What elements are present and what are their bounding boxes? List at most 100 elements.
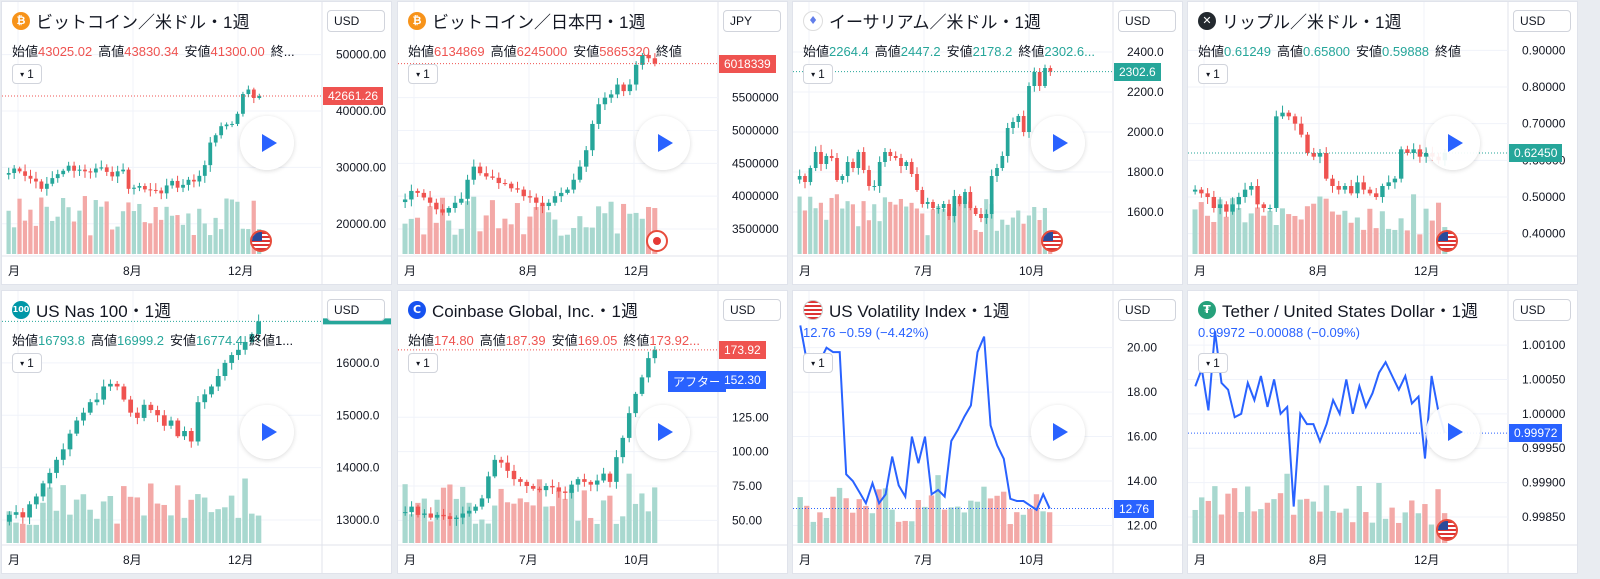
- symbol-title: US Volatility Index・1週: [829, 302, 1010, 321]
- volume-bar: [1428, 524, 1435, 543]
- volume-bar: [546, 212, 552, 254]
- interval-button[interactable]: ▾ 1: [408, 64, 438, 84]
- candle-body: [61, 170, 66, 175]
- volume-bar: [989, 204, 994, 254]
- volume-bar: [202, 223, 207, 254]
- play-icon[interactable]: [636, 405, 690, 459]
- play-icon[interactable]: [1031, 116, 1085, 170]
- y-tick-label: 2200.0: [1127, 85, 1164, 99]
- candle-body: [867, 170, 871, 186]
- play-icon[interactable]: [636, 116, 690, 170]
- symbol-title: ビットコイン／日本円・1週: [432, 13, 646, 32]
- ohlc-value: 6245000: [516, 44, 568, 59]
- volume-bar: [33, 225, 38, 254]
- currency-selector[interactable]: USD: [1118, 10, 1176, 32]
- volume-bar: [1010, 217, 1015, 254]
- chart-panel[interactable]: 5500000 5000000 4500000 4000000 3500000 月 8月 12…: [397, 1, 788, 285]
- candle-body: [537, 488, 542, 491]
- chart-title[interactable]: ₮ Tether / United States Dollar・1週: [1198, 297, 1478, 322]
- ohlc-label: 安値: [1356, 44, 1383, 59]
- candle-body: [1021, 116, 1026, 132]
- candle-body: [81, 412, 86, 421]
- candle-body: [1305, 134, 1310, 153]
- currency-selector[interactable]: JPY: [723, 10, 781, 32]
- chart-title[interactable]: ₿ ビットコイン／米ドル・1週: [12, 8, 249, 33]
- volume-bar: [28, 209, 33, 254]
- interval-button[interactable]: ▾ 1: [12, 353, 42, 373]
- volume-bar: [1046, 512, 1053, 543]
- volume-bar: [1192, 509, 1198, 543]
- volume-bar: [164, 206, 169, 254]
- volume-bar: [427, 206, 433, 254]
- interval-button[interactable]: ▾ 1: [803, 64, 833, 84]
- volume-bar: [626, 473, 632, 543]
- candle-body: [54, 459, 59, 473]
- play-icon[interactable]: [240, 116, 294, 170]
- candle-body: [415, 190, 420, 193]
- chart-title[interactable]: ₿ ビットコイン／日本円・1週: [408, 8, 645, 33]
- chart-panel[interactable]: 1.00100 1.00050 1.00000 0.99950 0.99900 0.998…: [1187, 290, 1578, 574]
- y-tick-label: 3500000: [732, 222, 779, 236]
- currency-selector[interactable]: USD: [723, 299, 781, 321]
- currency-selector[interactable]: USD: [327, 10, 385, 32]
- volume-bar: [148, 223, 153, 254]
- volume-bar: [1007, 524, 1013, 543]
- us-flag-icon: [250, 230, 272, 252]
- volume-bar: [1392, 229, 1398, 254]
- volume-bar: [1389, 507, 1395, 543]
- candle-body: [1267, 208, 1273, 209]
- y-tick-label: 15000.0: [336, 408, 380, 422]
- play-icon[interactable]: [1426, 405, 1480, 459]
- chart-panel[interactable]: 20.00 18.00 16.00 14.00 12.00 月 7月 10月 US Volati…: [792, 290, 1183, 574]
- volume-bar: [446, 220, 452, 254]
- candle-body: [511, 470, 517, 480]
- chart-title[interactable]: C Coinbase Global, Inc.・1週: [408, 297, 638, 322]
- currency-selector[interactable]: USD: [1118, 299, 1176, 321]
- candle-body: [1405, 149, 1410, 153]
- x-tick-label: 12月: [228, 264, 253, 278]
- volume-bar: [77, 210, 82, 254]
- volume-bar: [581, 490, 587, 543]
- volume-bar: [948, 507, 954, 543]
- volume-bar: [1273, 225, 1279, 254]
- chart-title[interactable]: ♦ イーサリアム／米ドル・1週: [803, 8, 1041, 33]
- y-tick-label: 18.00: [1127, 385, 1157, 399]
- y-tick-label: 50.00: [732, 513, 762, 527]
- currency-selector[interactable]: USD: [327, 299, 385, 321]
- interval-button[interactable]: ▾ 1: [12, 64, 42, 84]
- volume-bar: [1343, 508, 1349, 543]
- chart-title[interactable]: ✕ リップル／米ドル・1週: [1198, 8, 1401, 33]
- chevron-down-icon: ▾: [416, 69, 421, 79]
- chart-title[interactable]: 100 US Nas 100・1週: [12, 297, 171, 322]
- ohlc-value: 43830.34: [124, 44, 179, 59]
- candle-body: [440, 209, 445, 213]
- interval-button[interactable]: ▾ 1: [1198, 64, 1228, 84]
- play-icon[interactable]: [1031, 405, 1085, 459]
- interval-button[interactable]: ▾ 1: [1198, 353, 1228, 373]
- volume-bar: [50, 220, 55, 254]
- interval-label: 1: [818, 356, 825, 370]
- candle-body: [195, 402, 201, 442]
- chart-panel[interactable]: 125.00 100.00 75.00 50.00 月 7月 10月 C Coinbase Gl…: [397, 290, 788, 574]
- x-tick-label: 月: [1194, 553, 1206, 567]
- x-tick-label: 月: [799, 264, 811, 278]
- currency-selector[interactable]: USD: [1513, 10, 1571, 32]
- chart-panel[interactable]: 16000.0 15000.0 14000.0 13000.0 月 8月 12月 100 US …: [1, 290, 392, 574]
- candle-body: [115, 171, 120, 177]
- ohlc-label: 高値: [874, 44, 901, 59]
- candle-body: [121, 386, 127, 400]
- play-icon[interactable]: [240, 405, 294, 459]
- currency-selector[interactable]: USD: [1513, 299, 1571, 321]
- chart-panel[interactable]: 50000.00 40000.00 30000.00 20000.00 月 8月 12月 ₿ ビ…: [1, 1, 392, 285]
- candle-body: [877, 162, 882, 186]
- volume-bar: [188, 499, 194, 543]
- volume-bar: [922, 506, 928, 543]
- volume-bar: [1317, 511, 1323, 543]
- y-tick-label: 13000.0: [336, 513, 380, 527]
- interval-button[interactable]: ▾ 1: [408, 353, 438, 373]
- play-icon[interactable]: [1426, 116, 1480, 170]
- chart-panel[interactable]: 2400.0 2200.0 2000.0 1800.0 1600.0 月 7月 10月 ♦ イーサ…: [792, 1, 1183, 285]
- chart-title[interactable]: US Volatility Index・1週: [803, 297, 1009, 322]
- chart-panel[interactable]: 0.900000.800000.700000.600000.500000.400…: [1187, 1, 1578, 285]
- interval-button[interactable]: ▾ 1: [803, 353, 833, 373]
